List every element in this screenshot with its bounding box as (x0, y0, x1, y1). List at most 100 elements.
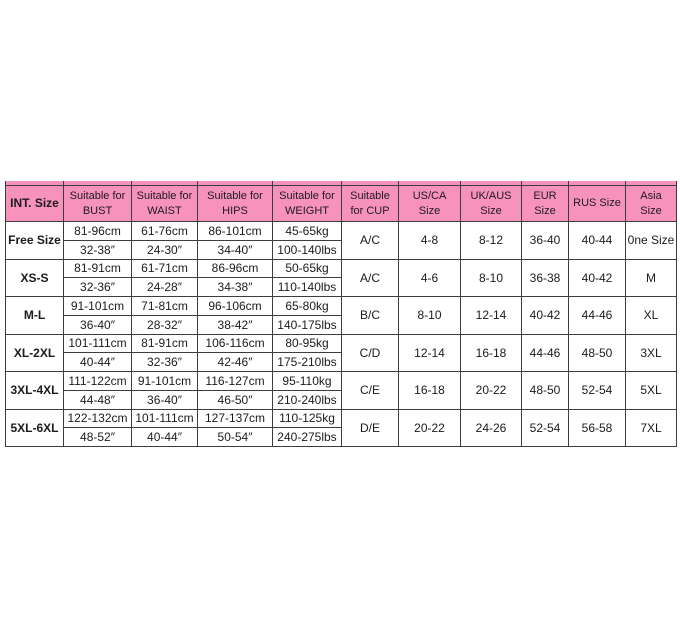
eur-cell: 40-42 (521, 296, 569, 335)
bust-cm-cell: 91-101cm (63, 296, 132, 316)
rus-cell: 52-54 (568, 371, 626, 410)
us-ca-cell: 12-14 (398, 333, 461, 372)
cup-cell: A/C (341, 258, 399, 297)
uk-aus-cell: 24-26 (460, 408, 522, 447)
rus-cell: 44-46 (568, 296, 626, 335)
weight-kg-cell: 50-65kg (272, 258, 342, 279)
size-row-metric: 3XL-4XL 111-122cm 91-101cm 116-127cm 95-… (5, 371, 677, 410)
cup-cell: A/C (341, 221, 399, 260)
asia-cell: 3XL (625, 333, 677, 372)
hips-in-cell: 42-46″ (197, 352, 273, 372)
size-row-imperial: 44-48″ 36-40″ 46-50″ 210-240lbs (6, 389, 677, 410)
asia-cell: 5XL (625, 371, 677, 410)
weight-lbs-cell: 240-275lbs (272, 427, 342, 447)
col-header-cup: Suitable for CUP (341, 181, 399, 222)
col-header-hips: Suitable for HIPS (197, 181, 273, 222)
size-label: 3XL-4XL (5, 371, 64, 410)
rus-cell: 40-44 (568, 221, 626, 260)
hips-cm-cell: 106-116cm (197, 333, 273, 354)
col-header-weight: Suitable for WEIGHT (272, 181, 342, 222)
waist-cm-cell: 71-81cm (131, 296, 198, 316)
hips-cm-cell: 96-106cm (197, 296, 273, 316)
weight-kg-cell: 65-80kg (272, 296, 342, 316)
waist-cm-cell: 81-91cm (131, 333, 198, 354)
hips-cm-cell: 86-101cm (197, 221, 273, 241)
bust-cm-cell: 101-111cm (63, 333, 132, 354)
size-row-imperial: 40-44″ 32-36″ 42-46″ 175-210lbs (6, 352, 677, 372)
eur-cell: 44-46 (521, 333, 569, 372)
cup-cell: C/D (341, 333, 399, 372)
bust-in-cell: 40-44″ (63, 352, 132, 372)
weight-lbs-cell: 175-210lbs (272, 352, 342, 372)
col-header-us-ca: US/CA Size (398, 181, 461, 222)
waist-in-cell: 24-28″ (131, 277, 198, 297)
us-ca-cell: 4-8 (398, 221, 461, 260)
us-ca-cell: 16-18 (398, 371, 461, 410)
size-label: XS-S (5, 258, 64, 297)
weight-kg-cell: 95-110kg (272, 371, 342, 391)
uk-aus-cell: 16-18 (460, 333, 522, 372)
rus-cell: 40-42 (568, 258, 626, 297)
hips-in-cell: 46-50″ (197, 389, 273, 410)
cup-cell: B/C (341, 296, 399, 335)
waist-in-cell: 36-40″ (131, 389, 198, 410)
hips-cm-cell: 116-127cm (197, 371, 273, 391)
uk-aus-cell: 12-14 (460, 296, 522, 335)
bust-cm-cell: 81-91cm (63, 258, 132, 279)
bust-in-cell: 36-40″ (63, 314, 132, 335)
bust-in-cell: 44-48″ (63, 389, 132, 410)
waist-in-cell: 40-44″ (131, 427, 198, 447)
col-header-waist: Suitable for WAIST (131, 181, 198, 222)
waist-cm-cell: 61-76cm (131, 221, 198, 241)
eur-cell: 52-54 (521, 408, 569, 447)
waist-in-cell: 32-36″ (131, 352, 198, 372)
waist-cm-cell: 91-101cm (131, 371, 198, 391)
hips-in-cell: 34-38″ (197, 277, 273, 297)
uk-aus-cell: 8-10 (460, 258, 522, 297)
weight-lbs-cell: 210-240lbs (272, 389, 342, 410)
size-row-metric: XS-S 81-91cm 61-71cm 86-96cm 50-65kg A/C… (5, 258, 677, 297)
uk-aus-cell: 8-12 (460, 221, 522, 260)
weight-kg-cell: 80-95kg (272, 333, 342, 354)
hips-in-cell: 38-42″ (197, 314, 273, 335)
uk-aus-cell: 20-22 (460, 371, 522, 410)
size-row-imperial: 36-40″ 28-32″ 38-42″ 140-175lbs (6, 314, 677, 335)
hips-in-cell: 50-54″ (197, 427, 273, 447)
size-row-imperial: 48-52″ 40-44″ 50-54″ 240-275lbs (6, 427, 677, 447)
col-header-uk-aus: UK/AUS Size (460, 181, 522, 222)
waist-cm-cell: 61-71cm (131, 258, 198, 279)
size-label: 5XL-6XL (5, 408, 64, 447)
size-chart: INT. Size Suitable for BUST Suitable for W… (5, 181, 677, 447)
cup-cell: C/E (341, 371, 399, 410)
rus-cell: 56-58 (568, 408, 626, 447)
size-label: M-L (5, 296, 64, 335)
bust-in-cell: 32-38″ (63, 239, 132, 260)
header-row: INT. Size Suitable for BUST Suitable for W… (5, 181, 677, 222)
eur-cell: 48-50 (521, 371, 569, 410)
size-row-metric: Free Size 81-96cm 61-76cm 86-101cm 45-65… (5, 221, 677, 260)
eur-cell: 36-38 (521, 258, 569, 297)
eur-cell: 36-40 (521, 221, 569, 260)
us-ca-cell: 4-6 (398, 258, 461, 297)
size-row-imperial: 32-36″ 24-28″ 34-38″ 110-140lbs (6, 277, 677, 297)
hips-cm-cell: 127-137cm (197, 408, 273, 429)
bust-cm-cell: 111-122cm (63, 371, 132, 391)
asia-cell: 7XL (625, 408, 677, 447)
col-header-bust: Suitable for BUST (63, 181, 132, 222)
size-row-metric: 5XL-6XL 122-132cm 101-111cm 127-137cm 11… (5, 408, 677, 447)
asia-cell: M (625, 258, 677, 297)
size-chart-table: INT. Size Suitable for BUST Suitable for W… (5, 181, 677, 447)
size-row-metric: XL-2XL 101-111cm 81-91cm 106-116cm 80-95… (5, 333, 677, 372)
weight-lbs-cell: 140-175lbs (272, 314, 342, 335)
size-row-metric: M-L 91-101cm 71-81cm 96-106cm 65-80kg B/… (5, 296, 677, 335)
hips-in-cell: 34-40″ (197, 239, 273, 260)
weight-kg-cell: 110-125kg (272, 408, 342, 429)
bust-cm-cell: 81-96cm (63, 221, 132, 241)
col-header-asia: Asia Size (625, 181, 677, 222)
weight-kg-cell: 45-65kg (272, 221, 342, 241)
size-label: Free Size (5, 221, 64, 260)
col-header-eur: EUR Size (521, 181, 569, 222)
us-ca-cell: 20-22 (398, 408, 461, 447)
bust-in-cell: 32-36″ (63, 277, 132, 297)
col-header-rus: RUS Size (568, 181, 626, 222)
